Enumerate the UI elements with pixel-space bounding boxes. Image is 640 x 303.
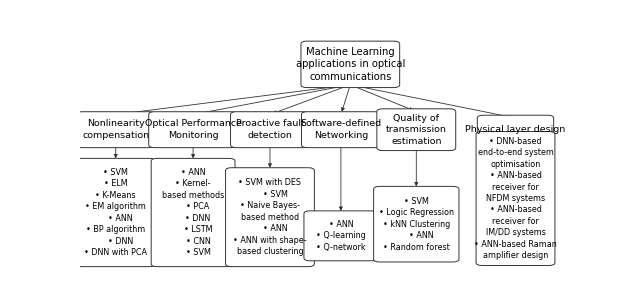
FancyBboxPatch shape: [477, 115, 554, 144]
Text: • ANN
• Q-learning
• Q-network: • ANN • Q-learning • Q-network: [316, 220, 366, 252]
FancyBboxPatch shape: [151, 158, 235, 267]
Text: Software-defined
Networking: Software-defined Networking: [300, 119, 381, 140]
FancyBboxPatch shape: [148, 112, 237, 148]
FancyBboxPatch shape: [476, 132, 555, 265]
FancyBboxPatch shape: [76, 112, 155, 148]
Text: • SVM
• Logic Regression
• kNN Clustering
    • ANN
• Random forest: • SVM • Logic Regression • kNN Clusterin…: [379, 197, 454, 251]
Text: Quality of
transmission
estimation: Quality of transmission estimation: [386, 114, 447, 146]
FancyBboxPatch shape: [225, 168, 314, 267]
FancyBboxPatch shape: [374, 186, 459, 262]
Text: • ANN
• Kernel-
based methods
    • PCA
    • DNN
    • LSTM
    • CNN
    • SVM: • ANN • Kernel- based methods • PCA • DN…: [162, 168, 224, 257]
Text: • SVM with DES
    • SVM
• Naive Bayes-
based method
    • ANN
• ANN with shape-: • SVM with DES • SVM • Naive Bayes- base…: [233, 178, 307, 256]
Text: Physical layer design: Physical layer design: [465, 125, 566, 134]
FancyBboxPatch shape: [304, 211, 378, 261]
Text: Machine Learning
applications in optical
communications: Machine Learning applications in optical…: [296, 47, 405, 82]
FancyBboxPatch shape: [76, 158, 155, 267]
Text: Proactive fault
detection: Proactive fault detection: [236, 119, 305, 140]
FancyBboxPatch shape: [301, 112, 380, 148]
Text: Optical Performance
Monitoring: Optical Performance Monitoring: [145, 119, 241, 140]
FancyBboxPatch shape: [301, 41, 399, 88]
Text: • SVM
• ELM
• K-Means
• EM algorithm
    • ANN
• BP algorithm
    • DNN
• DNN wi: • SVM • ELM • K-Means • EM algorithm • A…: [84, 168, 147, 257]
Text: • DNN-based
end-to-end system
optimisation
• ANN-based
receiver for
NFDM systems: • DNN-based end-to-end system optimisati…: [474, 137, 557, 260]
FancyBboxPatch shape: [377, 109, 456, 151]
Text: Nonlinearity
compensation: Nonlinearity compensation: [82, 119, 149, 140]
FancyBboxPatch shape: [230, 112, 309, 148]
